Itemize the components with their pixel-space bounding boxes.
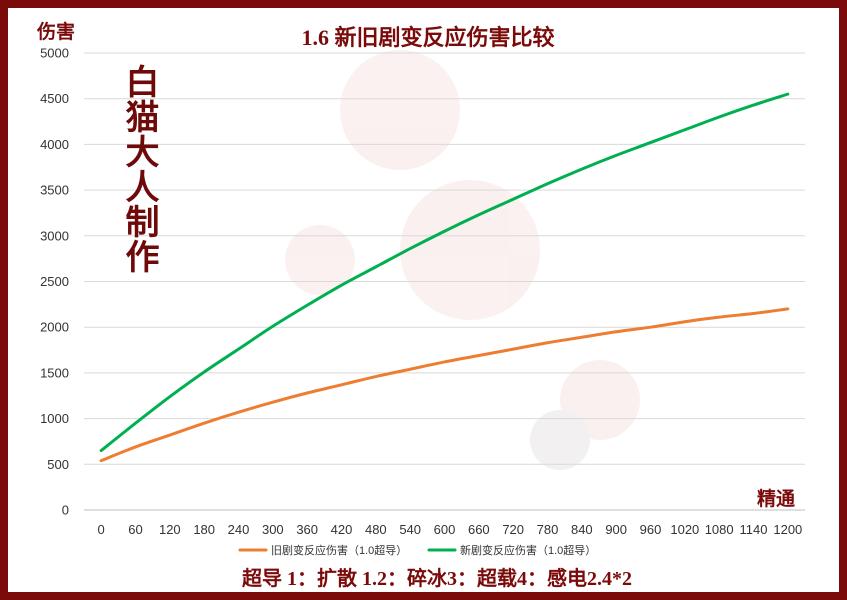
- x-tick-label: 720: [502, 522, 524, 537]
- legend-label-new: 新剧变反应伤害（1.0超导）: [460, 543, 596, 557]
- x-tick-label: 480: [365, 522, 387, 537]
- x-tick-label: 60: [128, 522, 142, 537]
- x-tick-label: 660: [468, 522, 490, 537]
- y-tick-label: 3500: [40, 183, 69, 198]
- legend: 旧剧变反应伤害（1.0超导） 新剧变反应伤害（1.0超导）: [238, 543, 596, 557]
- author-watermark: 白猫大人制作: [120, 64, 157, 274]
- x-tick-label: 240: [228, 522, 250, 537]
- x-tick-label: 180: [193, 522, 215, 537]
- legend-label-old: 旧剧变反应伤害（1.0超导）: [271, 543, 407, 557]
- x-tick-label: 900: [605, 522, 627, 537]
- y-tick-label: 2000: [40, 320, 69, 335]
- series-line-new: [99, 92, 790, 453]
- y-axis-ticks: 0 500 1000 1500 2000 2500 3000 3500 4000 4500 5000: [40, 46, 69, 518]
- x-tick-label: 780: [537, 522, 559, 537]
- x-tick-label: 1080: [705, 522, 734, 537]
- x-tick-label: 120: [159, 522, 181, 537]
- y-axis-label: 伤害: [36, 20, 75, 43]
- x-tick-label: 1200: [773, 522, 802, 537]
- x-axis-ticks: 0 60 120 180 240 300 360 420 480 540 600 660 720 780 8…: [98, 522, 803, 537]
- x-tick-label: 360: [296, 522, 318, 537]
- y-tick-label: 4500: [40, 91, 69, 106]
- x-tick-label: 960: [640, 522, 662, 537]
- chart-title: 1.6 新旧剧变反应伤害比较: [301, 25, 554, 50]
- x-tick-label: 0: [98, 522, 105, 537]
- x-tick-label: 420: [331, 522, 353, 537]
- x-tick-label: 1140: [740, 522, 768, 537]
- x-tick-label: 1020: [670, 522, 699, 537]
- y-tick-label: 500: [47, 457, 69, 472]
- y-tick-label: 3000: [40, 228, 69, 243]
- x-tick-label: 300: [262, 522, 284, 537]
- x-tick-label: 540: [399, 522, 421, 537]
- series-line-old: [99, 307, 790, 463]
- plot-series: [99, 92, 790, 463]
- y-tick-label: 2500: [40, 274, 69, 289]
- x-tick-label: 600: [434, 522, 456, 537]
- y-tick-label: 1500: [40, 365, 69, 380]
- y-tick-label: 0: [62, 503, 69, 518]
- background-illustration: [285, 50, 640, 470]
- ratio-note: 超导 1：扩散 1.2：碎冰3：超载4：感电2.4*2: [241, 566, 632, 590]
- x-axis-label: 精通: [757, 487, 796, 510]
- grid-lines: [84, 52, 805, 511]
- y-tick-label: 5000: [40, 46, 69, 61]
- x-tick-label: 840: [571, 522, 593, 537]
- y-tick-label: 1000: [40, 411, 69, 426]
- y-tick-label: 4000: [40, 137, 69, 152]
